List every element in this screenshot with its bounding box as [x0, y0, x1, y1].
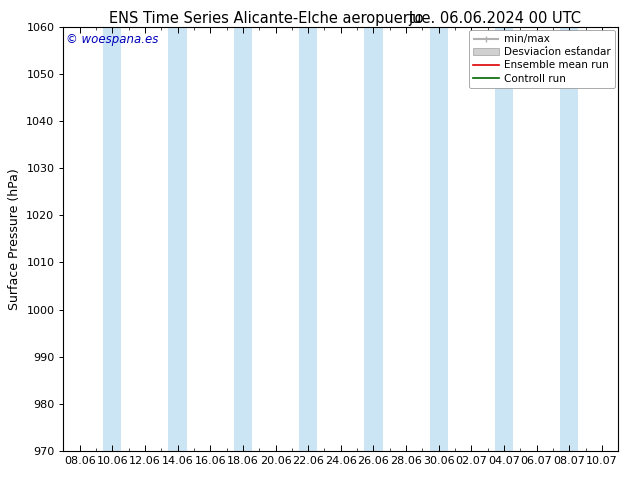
Bar — [234, 27, 252, 451]
Bar — [299, 27, 317, 451]
Bar — [169, 27, 187, 451]
Bar — [560, 27, 578, 451]
Bar — [495, 27, 513, 451]
Text: © woespana.es: © woespana.es — [66, 33, 158, 47]
Bar — [430, 27, 448, 451]
Bar — [103, 27, 122, 451]
Text: ENS Time Series Alicante-Elche aeropuerto: ENS Time Series Alicante-Elche aeropuert… — [109, 11, 424, 26]
Y-axis label: Surface Pressure (hPa): Surface Pressure (hPa) — [8, 168, 21, 310]
Legend: min/max, Desviacíon est́andar, Ensemble mean run, Controll run: min/max, Desviacíon est́andar, Ensemble… — [469, 30, 615, 88]
Bar — [365, 27, 382, 451]
Text: jue. 06.06.2024 00 UTC: jue. 06.06.2024 00 UTC — [408, 11, 581, 26]
